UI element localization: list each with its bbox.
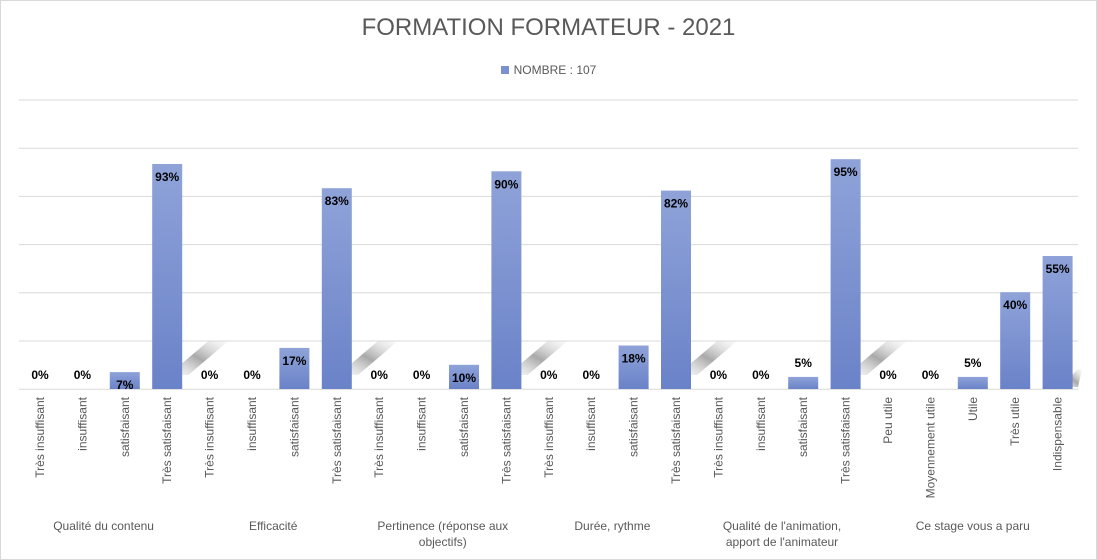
tick-label: insuffisant [754,396,768,450]
tick-label: satisfaisant [627,396,641,457]
tick-label: Peu utile [881,397,895,444]
bar [618,345,649,389]
tick-label: Très satisfaisant [499,396,513,484]
tick-label: insuffisant [584,396,598,450]
tick-label: Très satisfaisant [669,396,683,484]
data-label: 83% [325,194,349,208]
bar [491,171,522,389]
data-label: 0% [201,368,219,382]
separator-shadow [846,341,907,375]
bar [152,164,183,389]
data-label: 5% [795,356,813,370]
tick-label: insuffisant [415,396,429,450]
group-label: Efficacité [249,519,298,533]
tick-label: Très utile [1008,397,1022,446]
bar [661,190,691,389]
data-label: 40% [1003,298,1027,312]
data-label: 0% [752,368,770,382]
data-label: 18% [622,352,646,366]
data-label: 7% [116,378,134,392]
separator-shadow [507,341,568,375]
data-label: 0% [74,368,92,382]
data-label: 0% [31,368,49,382]
tick-label: Indispensable [1051,397,1065,471]
data-label: 0% [371,368,389,382]
separator-shadow [338,341,398,375]
chart-title: FORMATION FORMATEUR - 2021 [361,14,736,41]
bar [449,364,479,389]
data-label: 0% [879,368,897,382]
data-label: 10% [452,371,476,385]
group-label: Durée, rythme [574,519,650,533]
group-label: Qualité de l'animation, apport de l'anima… [723,519,841,549]
data-label: 90% [494,177,518,191]
data-label: 0% [922,368,940,382]
data-label: 0% [710,368,728,382]
separator-shadow [168,341,229,375]
tick-label: satisfaisant [118,396,132,457]
data-label: 17% [282,354,306,368]
data-label: 95% [834,165,858,179]
data-label: 0% [413,368,431,382]
bar [1000,292,1031,389]
bar [279,347,310,389]
group-label: Pertinence (réponse aux objectifs) [377,519,508,549]
tick-label: Très satisfaisant [330,396,344,484]
tick-label: insuffisant [245,396,259,450]
tick-label: insuffisant [75,396,89,450]
bar [109,372,140,389]
tick-label: Utile [966,397,980,421]
bar [957,376,988,389]
tick-label: Très insuffisant [542,396,556,477]
data-label: 0% [583,368,601,382]
data-label: 0% [540,368,558,382]
tick-label: Moyennement utile [923,397,937,499]
data-label: 55% [1046,262,1070,276]
legend-label: NOMBRE : 107 [513,63,597,77]
tick-label: satisfaisant [287,396,301,457]
data-label: 5% [964,356,982,370]
group-label: Ce stage vous a paru [916,519,1030,533]
tick-label: Très insuffisant [711,396,725,477]
tick-label: Très satisfaisant [839,396,853,484]
bar [788,376,819,389]
separator-shadow [677,341,738,375]
legend-swatch [500,66,509,74]
tick-label: satisfaisant [457,396,471,457]
tick-label: Très insuffisant [372,396,386,477]
bar [321,188,352,389]
group-label: Qualité du contenu [53,519,154,533]
tick-label: Très satisfaisant [160,396,174,484]
data-label: 0% [243,368,261,382]
tick-label: Très insuffisant [203,396,217,477]
tick-label: satisfaisant [796,396,810,457]
chart-legend: NOMBRE : 107 [0,63,1097,77]
tick-label: Très insuffisant [33,396,47,477]
bar [1042,256,1073,389]
bar [830,159,861,389]
data-label: 93% [155,170,179,184]
data-label: 82% [664,197,688,211]
